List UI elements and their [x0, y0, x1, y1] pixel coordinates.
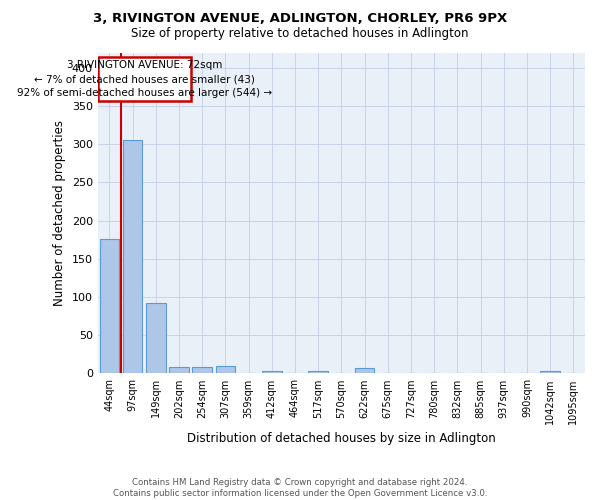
Bar [215, 366, 235, 374]
Bar [146, 303, 166, 374]
X-axis label: Distribution of detached houses by size in Adlington: Distribution of detached houses by size … [187, 432, 496, 445]
Bar [308, 371, 328, 374]
Bar [169, 368, 189, 374]
Text: 3, RIVINGTON AVENUE, ADLINGTON, CHORLEY, PR6 9PX: 3, RIVINGTON AVENUE, ADLINGTON, CHORLEY,… [93, 12, 507, 26]
Text: Contains HM Land Registry data © Crown copyright and database right 2024.
Contai: Contains HM Land Registry data © Crown c… [113, 478, 487, 498]
FancyBboxPatch shape [98, 57, 191, 102]
Text: Size of property relative to detached houses in Adlington: Size of property relative to detached ho… [131, 28, 469, 40]
Bar [541, 371, 560, 374]
Text: 3 RIVINGTON AVENUE: 72sqm
← 7% of detached houses are smaller (43)
92% of semi-d: 3 RIVINGTON AVENUE: 72sqm ← 7% of detach… [17, 60, 272, 98]
Bar [123, 140, 142, 374]
Bar [100, 239, 119, 374]
Y-axis label: Number of detached properties: Number of detached properties [53, 120, 66, 306]
Bar [355, 368, 374, 374]
Bar [193, 366, 212, 374]
Bar [262, 371, 281, 374]
